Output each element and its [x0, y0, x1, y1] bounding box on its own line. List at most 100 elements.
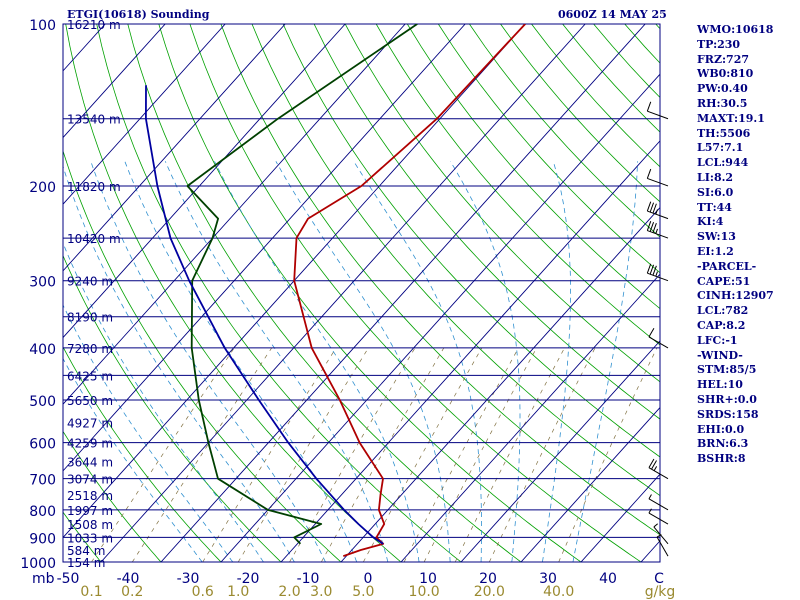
- wind-barb-flag: [653, 466, 658, 471]
- mixing-ratio-label: 20.0: [474, 584, 505, 600]
- height-label: 1033 m: [67, 531, 113, 545]
- isotherm: [220, 73, 660, 562]
- height-label: 10420 m: [67, 232, 121, 246]
- pressure-tick-label: 200: [29, 180, 56, 196]
- moist-adiabat: [63, 165, 295, 562]
- pressure-unit-label: mb: [32, 571, 55, 587]
- wind-barb-flag: [655, 228, 658, 234]
- wind-barb: [648, 458, 669, 480]
- height-label: 1997 m: [67, 504, 113, 518]
- isotherm: [340, 206, 660, 562]
- height-label: 1508 m: [67, 518, 113, 532]
- pressure-tick-label: 800: [29, 504, 56, 520]
- height-label: 3644 m: [67, 455, 113, 469]
- parcel-line: [144, 85, 384, 545]
- temperature-tick-label: 40: [599, 571, 617, 587]
- height-label: 154 m: [67, 556, 105, 570]
- dry-adiabat: [96, 24, 462, 562]
- wind-barb-flag: [646, 168, 652, 179]
- indices-panel: WMO:10618 TP:230 FRZ:727 WB0:810 PW:0.40 RH:3…: [697, 23, 800, 467]
- dry-adiabat: [63, 346, 222, 562]
- temperature-tick-label: 0: [364, 571, 373, 587]
- index-line: CAP:8.2: [697, 318, 746, 332]
- wind-barb-flag: [652, 223, 657, 233]
- isotherm: [280, 140, 660, 562]
- moist-adiabat: [90, 161, 326, 562]
- dry-adiabat: [437, 24, 660, 274]
- temperature-unit-label: C: [654, 571, 664, 587]
- pressure-tick-label: 1000: [20, 556, 56, 572]
- moist-adiabat: [542, 161, 571, 562]
- dry-adiabat: [0, 24, 50, 573]
- pressure-tick-label: 900: [29, 531, 56, 547]
- wind-barb-staff: [647, 272, 669, 282]
- index-line: SHR+:0.0: [697, 392, 757, 406]
- wind-barb: [646, 220, 669, 239]
- dry-adiabat: [282, 24, 660, 458]
- mixing-ratio-label: 0.6: [192, 584, 214, 600]
- wind-barb-flag: [655, 209, 658, 215]
- temperature-tick-label: -40: [117, 571, 140, 587]
- dry-adiabat: [375, 24, 660, 346]
- wind-barb: [646, 201, 669, 220]
- wind-barb-staff: [648, 512, 669, 525]
- mixing-ratio-line: [403, 347, 519, 562]
- series-lines: [144, 24, 526, 557]
- isotherm: [63, 24, 286, 272]
- index-line: STM:85/5: [697, 363, 757, 377]
- pressure-tick-label: 500: [29, 394, 56, 410]
- height-label: 4927 m: [67, 416, 113, 430]
- moist-adiabat: [164, 161, 389, 562]
- isotherm: [63, 24, 166, 139]
- index-line: SRDS:158: [697, 407, 759, 421]
- mixing-ratio-label: 0.1: [80, 584, 102, 600]
- pressure-tick-label: 400: [29, 342, 56, 358]
- height-label: 6425 m: [67, 369, 113, 383]
- index-line: -WIND-: [697, 348, 743, 362]
- mixing-ratio-lines: [91, 347, 658, 562]
- index-line: TH:5506: [697, 126, 751, 140]
- dry-adiabat: [158, 24, 582, 562]
- pressure-tick-label: 600: [29, 437, 56, 453]
- index-line: KI:4: [697, 215, 724, 229]
- wind-barb: [653, 523, 669, 545]
- temperature-tick-label: -10: [297, 571, 320, 587]
- index-line: RH:30.5: [697, 96, 748, 110]
- moist-adiabat: [572, 161, 638, 562]
- height-label: 584 m: [67, 544, 105, 558]
- pressure-tick-label: 700: [29, 473, 56, 489]
- wind-barb: [648, 508, 669, 525]
- wind-barb-flag: [648, 327, 655, 338]
- isobars: [63, 24, 660, 562]
- chart-title: ETGI(10618) Sounding: [67, 8, 210, 21]
- wind-barb-staff: [648, 467, 669, 480]
- isotherm: [63, 24, 406, 405]
- dry-adiabat: [406, 24, 660, 310]
- moist-adiabat: [214, 161, 420, 562]
- wind-barb-flag: [646, 263, 652, 274]
- height-label: 16210 m: [67, 18, 121, 32]
- wind-barb-flag: [652, 203, 657, 214]
- wind-barb-staff: [653, 526, 669, 545]
- wind-barb-staff: [648, 336, 669, 349]
- height-label: 13540 m: [67, 113, 121, 127]
- index-line: HEL:10: [697, 378, 743, 392]
- dry-adiabat: [220, 24, 660, 536]
- index-line: LCL:944: [697, 156, 749, 170]
- index-line: LCL:782: [697, 304, 749, 318]
- height-label: 2518 m: [67, 489, 113, 503]
- dry-adiabat: [127, 24, 522, 562]
- index-line: CINH:12907: [697, 289, 774, 303]
- wind-barb-staff: [647, 230, 669, 239]
- temperature-line: [293, 24, 526, 557]
- wind-barb-flag: [649, 264, 655, 275]
- isotherms: [63, 24, 660, 562]
- moist-adiabat: [124, 161, 358, 562]
- dewpoint-line: [186, 24, 418, 545]
- isotherm: [100, 24, 586, 562]
- index-line: TT:44: [697, 200, 732, 214]
- temperature-tick-label: 30: [539, 571, 557, 587]
- temperature-tick-label: -20: [237, 571, 260, 587]
